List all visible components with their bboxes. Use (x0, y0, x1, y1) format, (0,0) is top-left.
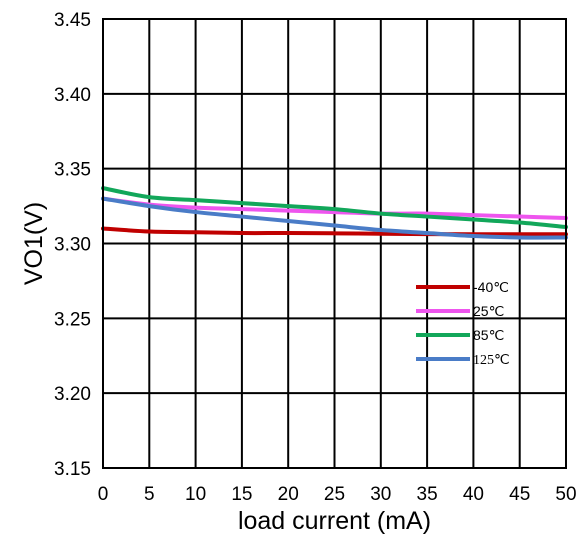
y-tick-labels: 3.15 3.20 3.25 3.30 3.35 3.40 3.45 (54, 10, 91, 480)
x-tick-label: 40 (463, 484, 484, 505)
series-layer (101, 186, 568, 240)
plot-frame (102, 18, 567, 469)
x-tick-label: 25 (324, 484, 345, 505)
x-tick-label: 10 (185, 484, 206, 505)
series-line (101, 196, 568, 221)
y-tick-label: 3.15 (54, 459, 91, 480)
x-tick-label: 0 (98, 484, 109, 505)
legend: -40℃ 25℃ 85℃ 125℃ (416, 279, 510, 368)
x-tick-label: 45 (509, 484, 530, 505)
grid (102, 18, 567, 469)
legend-label: 25℃ (473, 303, 504, 319)
series-line (101, 226, 568, 237)
y-tick-label: 3.25 (54, 309, 91, 330)
x-tick-label: 5 (144, 484, 155, 505)
legend-label: 125℃ (473, 353, 510, 368)
legend-label: -40℃ (473, 279, 509, 295)
legend-label: 85℃ (473, 327, 504, 343)
x-tick-label: 20 (278, 484, 299, 505)
y-tick-label: 3.40 (54, 85, 91, 106)
x-tick-labels: 0 5 10 15 20 25 30 35 40 45 50 (98, 484, 577, 505)
y-tick-label: 3.35 (54, 160, 91, 181)
x-tick-label: 30 (370, 484, 391, 505)
x-tick-label: 15 (231, 484, 252, 505)
x-tick-label: 35 (417, 484, 438, 505)
series-line (101, 196, 568, 240)
y-tick-label: 3.30 (54, 235, 91, 256)
x-tick-label: 50 (555, 484, 576, 505)
x-axis-label: load current (mA) (238, 507, 431, 535)
y-tick-label: 3.20 (54, 384, 91, 405)
y-axis-label: VO1(V) (20, 202, 48, 285)
series-line (101, 186, 568, 230)
y-tick-label: 3.45 (54, 10, 91, 31)
